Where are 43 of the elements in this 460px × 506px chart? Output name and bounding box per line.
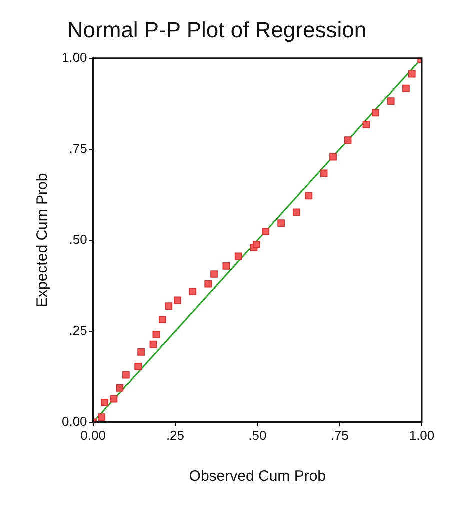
point <box>210 270 218 278</box>
point <box>101 399 108 406</box>
point <box>320 170 328 178</box>
y-tick-label: .75 <box>69 140 88 156</box>
point <box>372 109 380 117</box>
y-tick-label: .25 <box>69 322 88 338</box>
y-tick-label: .50 <box>69 232 88 247</box>
point <box>204 280 212 288</box>
point <box>116 384 124 392</box>
x-tick-label: .50 <box>248 428 267 443</box>
x-tick-label: .75 <box>330 428 349 443</box>
point <box>165 302 173 310</box>
point <box>138 348 145 356</box>
y-axis-title: Expected Cum Prob <box>34 173 52 308</box>
x-tick-label: .25 <box>166 428 185 443</box>
point <box>362 120 370 128</box>
point <box>152 330 160 338</box>
point <box>305 192 313 200</box>
y-tick-label: 0.00 <box>62 414 88 429</box>
point <box>387 98 395 106</box>
point <box>158 316 166 324</box>
x-tick-label: 0.00 <box>80 428 106 443</box>
point <box>402 84 410 92</box>
chart-title: Normal P-P Plot of Regression <box>67 17 367 42</box>
x-axis-title: Observed Cum Prob <box>189 468 326 486</box>
point <box>344 136 352 144</box>
y-tick-label: 1.00 <box>62 50 88 65</box>
point <box>174 296 182 304</box>
point <box>150 340 158 348</box>
point <box>122 371 130 379</box>
x-tick-label: 1.00 <box>409 428 435 443</box>
point <box>252 241 260 248</box>
point <box>110 395 118 403</box>
point <box>134 363 142 370</box>
point <box>293 208 300 216</box>
point <box>408 70 416 78</box>
point <box>234 252 242 260</box>
point <box>98 414 106 421</box>
point <box>278 220 285 227</box>
point <box>189 288 197 296</box>
point <box>222 262 230 270</box>
point <box>330 153 337 161</box>
point <box>262 228 270 236</box>
